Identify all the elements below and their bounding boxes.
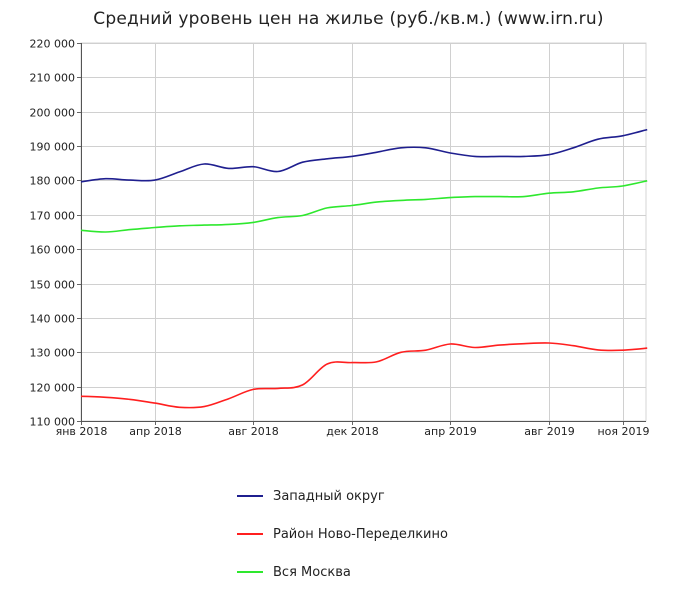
legend-label: Район Ново-Переделкино — [273, 526, 448, 542]
legend-swatch — [237, 571, 263, 573]
x-tick-label: авг 2019 — [524, 425, 575, 438]
axes — [77, 43, 646, 425]
y-tick-label: 210 000 — [30, 72, 76, 85]
y-tick-label: 220 000 — [30, 38, 76, 51]
x-tick-label: авг 2018 — [228, 425, 279, 438]
y-tick-label: 140 000 — [30, 313, 76, 326]
series-line-3 — [80, 180, 648, 233]
y-tick-label: 110 000 — [30, 416, 76, 429]
line-chart: 110 000 120 000 130 000 140 000 150 000 160 0… — [30, 38, 650, 439]
x-tick-label: апр 2019 — [424, 425, 476, 438]
x-tick-label: ноя 2019 — [597, 425, 649, 438]
grid — [80, 42, 647, 422]
legend: Западный округ Район Ново-Переделкино Вся … — [237, 477, 448, 591]
legend-label: Вся Москва — [273, 564, 351, 580]
series-line-2 — [80, 342, 648, 409]
y-axis-tick-labels: 110 000 120 000 130 000 140 000 150 000 160 0… — [30, 38, 76, 429]
legend-swatch — [237, 533, 263, 535]
x-tick-label: апр 2018 — [129, 425, 181, 438]
chart-title: Средний уровень цен на жилье (руб./кв.м.… — [93, 9, 604, 29]
legend-item: Вся Москва — [237, 553, 448, 591]
y-tick-label: 130 000 — [30, 347, 76, 360]
plot-frame — [80, 42, 647, 422]
x-tick-label: янв 2018 — [56, 425, 108, 438]
y-tick-label: 160 000 — [30, 244, 76, 257]
y-tick-label: 200 000 — [30, 107, 76, 120]
y-tick-label: 150 000 — [30, 279, 76, 292]
series-lines — [80, 128, 648, 409]
legend-item: Район Ново-Переделкино — [237, 515, 448, 553]
legend-label: Западный округ — [273, 488, 385, 504]
x-axis-tick-labels: янв 2018 апр 2018 авг 2018 дек 2018 апр 2019… — [56, 425, 650, 438]
y-tick-label: 190 000 — [30, 141, 76, 154]
y-tick-label: 180 000 — [30, 175, 76, 188]
y-tick-label: 170 000 — [30, 210, 76, 223]
legend-item: Западный округ — [237, 477, 448, 515]
series-line-1 — [80, 128, 648, 183]
legend-swatch — [237, 495, 263, 497]
x-tick-label: дек 2018 — [326, 425, 379, 438]
y-tick-label: 120 000 — [30, 382, 76, 395]
